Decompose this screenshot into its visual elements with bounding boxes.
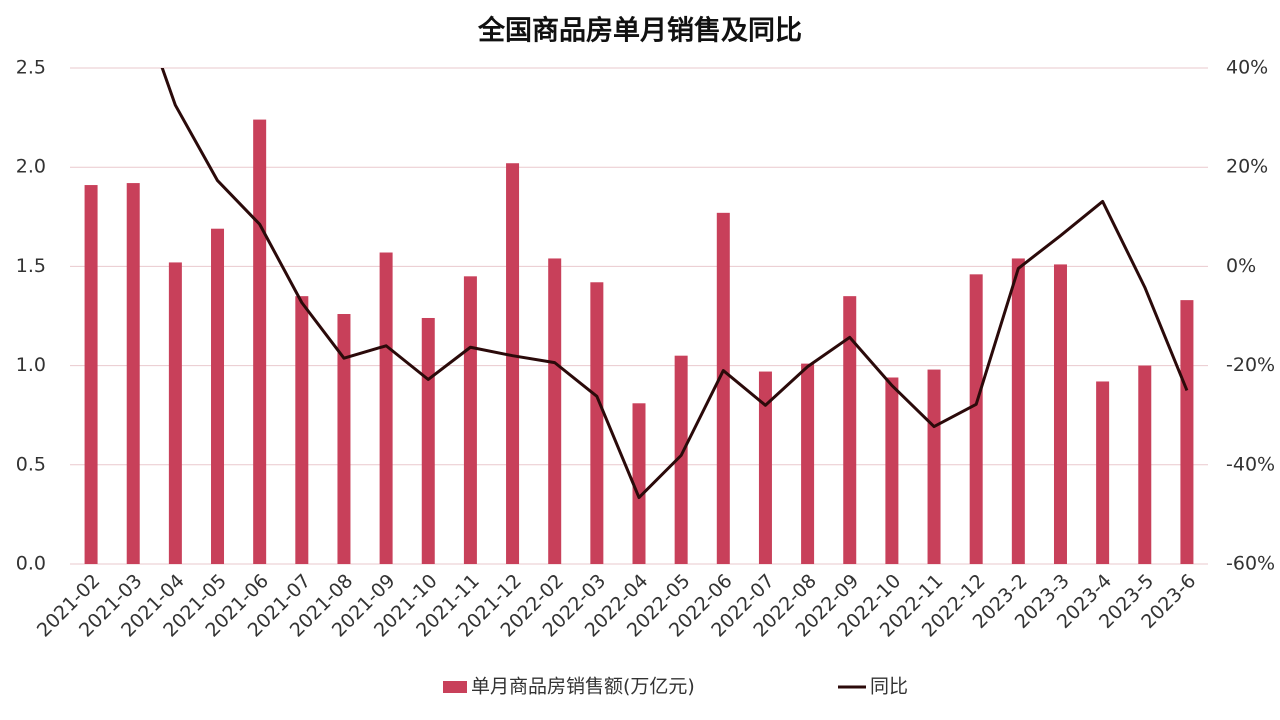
bar <box>674 355 688 564</box>
y-tick-label: 2.5 <box>16 57 46 79</box>
bar <box>927 369 941 564</box>
y-tick-label: 1.0 <box>16 354 46 376</box>
y2-tick-label: 0% <box>1226 255 1256 277</box>
bar <box>211 228 225 564</box>
bar <box>1180 300 1194 564</box>
bar <box>843 296 857 564</box>
y-tick-label: 2.0 <box>16 156 46 178</box>
bar <box>1053 264 1067 564</box>
bar <box>969 274 983 564</box>
y2-tick-label: 20% <box>1226 156 1268 178</box>
y2-tick-label: -60% <box>1226 553 1275 575</box>
bar <box>337 314 351 564</box>
bar <box>1096 381 1110 564</box>
bar <box>506 163 520 564</box>
bar <box>168 262 182 564</box>
y-tick-label: 0.5 <box>16 453 46 475</box>
bar <box>253 119 267 564</box>
bar <box>463 276 477 564</box>
bar <box>1138 365 1152 564</box>
bar <box>126 183 140 564</box>
bar <box>801 363 815 564</box>
chart-title: 全国商品房单月销售及同比 <box>477 15 802 47</box>
bar <box>548 258 562 564</box>
y2-tick-label: -20% <box>1226 354 1275 376</box>
bar <box>590 282 604 564</box>
legend-label: 同比 <box>870 676 908 698</box>
bar <box>716 212 730 564</box>
y-tick-label: 0.0 <box>16 553 46 575</box>
bar <box>1011 258 1025 564</box>
bar <box>84 185 98 564</box>
y-tick-label: 1.5 <box>16 255 46 277</box>
bar <box>295 296 309 564</box>
line <box>160 68 1189 500</box>
y2-tick-label: 40% <box>1226 57 1268 79</box>
bar <box>379 252 393 564</box>
legend-swatch <box>443 681 467 693</box>
bar <box>758 371 772 564</box>
bar <box>421 317 435 564</box>
legend-label: 单月商品房销售额(万亿元) <box>471 676 695 698</box>
y2-tick-label: -40% <box>1226 453 1275 475</box>
bar <box>885 377 899 564</box>
plot-area <box>84 68 1194 564</box>
bar <box>632 403 646 564</box>
